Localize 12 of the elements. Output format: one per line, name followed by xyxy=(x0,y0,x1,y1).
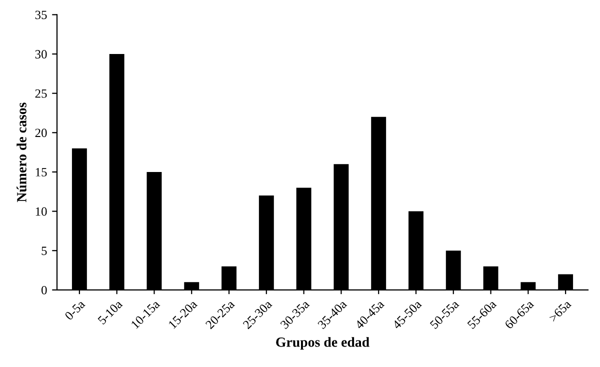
y-tick-label: 5 xyxy=(42,246,47,256)
x-tick-label: 0-5a xyxy=(64,299,86,321)
y-tick-label: 15 xyxy=(36,168,47,176)
x-axis-title: Grupos de edad xyxy=(276,337,370,350)
y-tick-label: 35 xyxy=(35,10,47,20)
x-tick-label: >65a xyxy=(548,299,572,322)
y-tick-label: 10 xyxy=(36,207,47,216)
y-tick-label: 0 xyxy=(42,286,47,294)
y-axis-title: Número de casos xyxy=(16,102,26,202)
y-tick-label: 30 xyxy=(35,50,47,58)
y-tick-label: 25 xyxy=(35,89,47,98)
y-tick-label: 20 xyxy=(35,128,47,138)
